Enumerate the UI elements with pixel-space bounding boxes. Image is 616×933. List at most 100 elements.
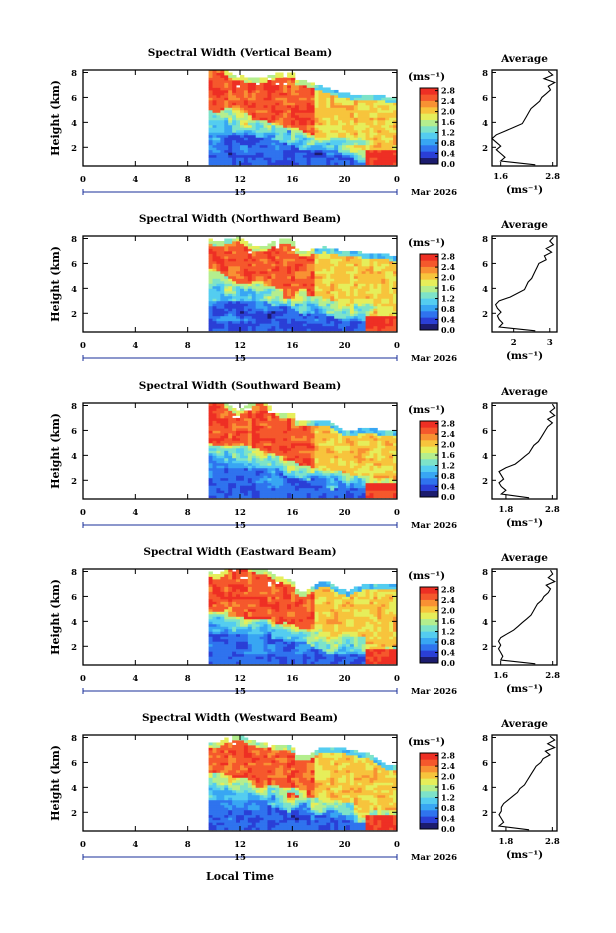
heatmap-cell [264,261,268,264]
heatmap-cell [350,308,354,311]
heatmap-cell [370,493,374,496]
heatmap-cell [334,125,338,128]
heatmap-cell [307,455,311,458]
heatmap-cell [271,105,275,108]
heatmap-cell [346,321,350,324]
heatmap-cell [248,155,252,158]
heatmap-cell [303,137,307,140]
heatmap-cell [362,283,366,286]
heatmap-cell [389,160,393,163]
heatmap-cell [216,122,220,125]
heatmap-cell [389,301,393,304]
heatmap-cell [299,301,303,304]
heatmap-cell [224,105,228,108]
heatmap-cell [389,433,393,436]
heatmap-cell [275,470,279,473]
heatmap-cell [322,440,326,443]
colorbar-tick-label: 2.0 [441,107,455,117]
heatmap-cell [224,410,228,413]
heatmap-cell [311,95,315,98]
heatmap-cell [220,162,224,165]
heatmap-cell [389,493,393,496]
heatmap-cell [244,160,248,163]
heatmap-cell [315,423,319,426]
heatmap-cell [267,117,271,120]
heatmap-cell [366,122,370,125]
heatmap-cell [315,117,319,120]
heatmap-cell [232,296,236,299]
heatmap-cell [275,122,279,125]
heatmap-cell [209,283,213,286]
heatmap-cell [213,318,217,321]
heatmap-cell [252,463,256,466]
heatmap-cell [209,415,213,418]
heatmap-cell [299,115,303,118]
heatmap-cell [373,105,377,108]
heatmap-cell [322,162,326,165]
heatmap-cell [315,453,319,456]
heatmap-cell [267,160,271,163]
heatmap-cell [362,488,366,491]
heatmap-cell [303,92,307,95]
x-tick-label: 4 [132,508,138,518]
heatmap-cell [267,105,271,108]
heatmap-cell [236,77,240,80]
heatmap-cell [319,107,323,110]
heatmap-cell [291,318,295,321]
heatmap-cell [389,438,393,441]
heatmap-cell [299,430,303,433]
heatmap-cell [224,488,228,491]
heatmap-cell [295,323,299,326]
heatmap-cell [385,316,389,319]
heatmap-cell [220,135,224,138]
heatmap-cell [252,105,256,108]
heatmap-cell [224,438,228,441]
heatmap-cell [350,478,354,481]
heatmap-cell [228,301,232,304]
heatmap-cell [244,413,248,416]
heatmap-cell [338,480,342,483]
heatmap-cell [291,475,295,478]
heatmap-cell [232,473,236,476]
heatmap-cell [283,440,287,443]
heatmap-cell [299,313,303,316]
heatmap-cell [385,107,389,110]
heatmap-cell [377,112,381,115]
heatmap-cell [373,162,377,165]
heatmap-cell [220,428,224,431]
heatmap-cell [322,268,326,271]
heatmap-cell [291,142,295,145]
heatmap-cell [279,448,283,451]
heatmap-cell [381,291,385,294]
x-tick-label: 0 [394,508,400,518]
heatmap-cell [362,313,366,316]
heatmap-cell [271,468,275,471]
heatmap-cell [322,273,326,276]
heatmap-cell [240,251,244,254]
y-tick-label: 4 [71,119,77,129]
heatmap-cell [315,460,319,463]
heatmap-cell [381,281,385,284]
heatmap-cell [275,283,279,286]
heatmap-cell [291,241,295,244]
heatmap-cell [220,430,224,433]
heatmap-cell [291,306,295,309]
heatmap-cell [260,488,264,491]
heatmap-cell [385,278,389,281]
heatmap-cell [315,420,319,423]
heatmap-cell [220,415,224,418]
heatmap-cells [209,403,398,498]
heatmap-cell [366,313,370,316]
heatmap-cell [366,97,370,100]
heatmap-cell [338,278,342,281]
heatmap-cell [232,318,236,321]
heatmap-cell [216,95,220,98]
heatmap-cell [240,410,244,413]
heatmap-cell [216,261,220,264]
heatmap-cell [252,428,256,431]
heatmap-cell [322,478,326,481]
heatmap-cell [322,137,326,140]
heatmap-cell [271,87,275,90]
heatmap-cell [279,418,283,421]
heatmap-cell [373,470,377,473]
